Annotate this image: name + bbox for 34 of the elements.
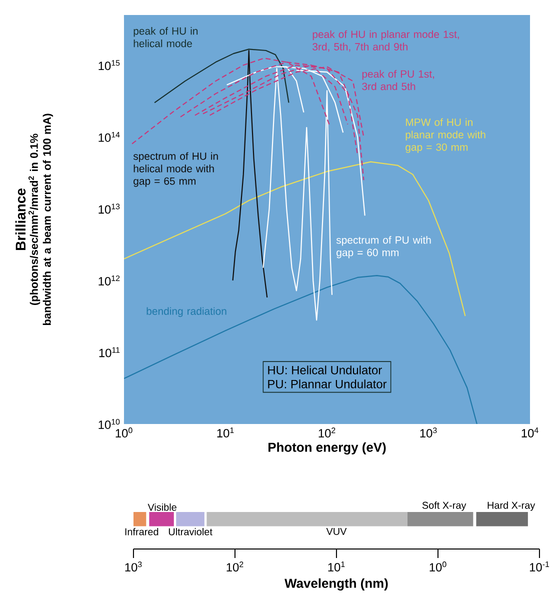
- x-tick-label: 10$^{3}$: [125, 562, 142, 572]
- annotation: spectrum of PU with gap = 60 mm: [336, 236, 431, 258]
- y-axis-title: Brilliance: [15, 188, 26, 250]
- x-tick-label: 10$^{2}$: [226, 562, 244, 572]
- x-tick-label: 10$^{1}$: [217, 428, 234, 438]
- x-axis-title: Wavelength (nm): [284, 578, 388, 591]
- y-tick-label: 10$^{11}$: [99, 347, 120, 358]
- y-tick-label: 10$^{13}$: [98, 204, 120, 214]
- x-tick-label: 10$^{0}$: [430, 562, 446, 572]
- annotation: MPW of HU in planar mode with gap = 30 mm: [406, 118, 486, 153]
- x-tick-label: 10$^{-1}$: [530, 562, 550, 572]
- annotation: peak of HU in planar mode 1st, 3rd, 5th, 7th and 9th: [312, 30, 459, 52]
- annotation: peak of HU in helical mode: [134, 27, 198, 48]
- x-tick-label: 10$^{1}$: [328, 562, 345, 572]
- x-tick-label: 10$^{0}$: [116, 428, 132, 438]
- x-axis-title: Photon energy (eV): [268, 442, 386, 454]
- x-tick-label: 10$^{4}$: [522, 428, 538, 438]
- annotation: peak of PU 1st, 3rd and 5th: [362, 70, 434, 90]
- y-tick-label: 10$^{10}$: [98, 418, 120, 429]
- y-tick-label: 10$^{15}$: [98, 60, 120, 70]
- annotation: bending radiation: [146, 307, 226, 317]
- annotation: HU: Helical Undulator: [268, 366, 382, 374]
- annotation: spectrum of HU in helical mode with gap = 65 mm: [133, 152, 218, 187]
- series-label: Hard X-ray: [488, 502, 536, 511]
- y-tick-label: 10$^{12}$: [98, 275, 120, 286]
- series-label: Ultraviolet: [168, 528, 212, 536]
- series-label: VUV: [326, 528, 347, 535]
- y-tick-label: 10$^{14}$: [98, 132, 120, 142]
- series-label: Visible: [148, 503, 176, 511]
- series-label: Infrared: [125, 528, 158, 536]
- series-label: Soft X-ray: [422, 502, 466, 511]
- x-tick-label: 10$^{3}$: [420, 428, 437, 438]
- x-tick-label: 10$^{2}$: [318, 428, 336, 438]
- annotation: PU: Plannar Undulator: [268, 380, 387, 388]
